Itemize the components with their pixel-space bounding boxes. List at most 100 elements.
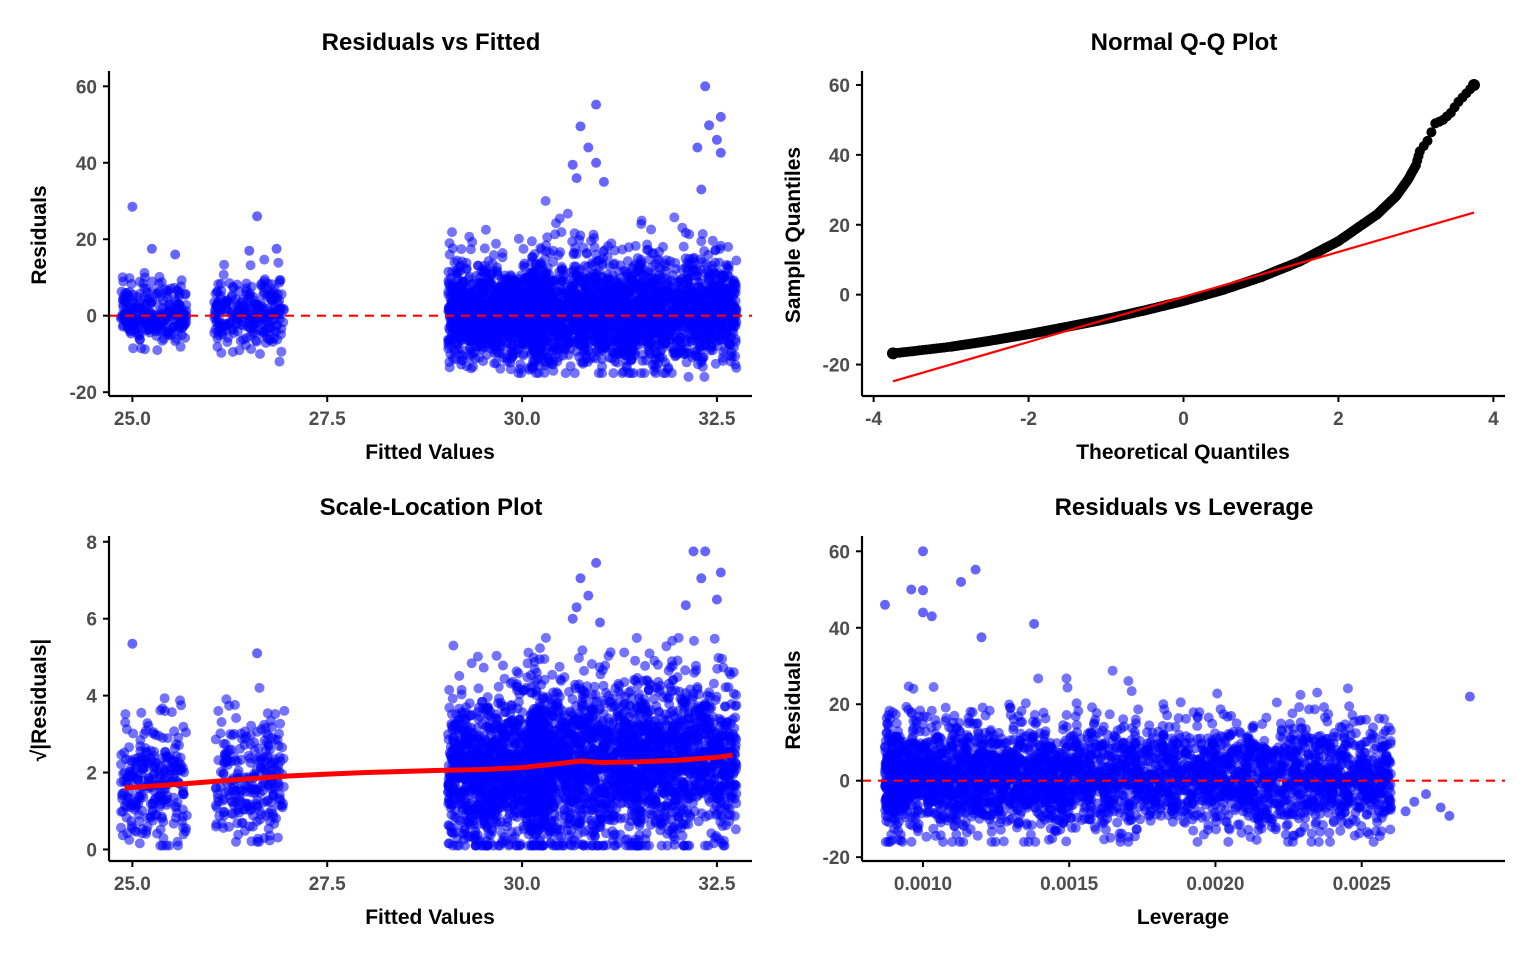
data-point <box>516 368 527 379</box>
data-point <box>173 732 184 743</box>
data-point <box>575 121 586 132</box>
data-point <box>162 288 173 299</box>
data-point <box>178 829 189 840</box>
data-point <box>216 717 227 727</box>
data-point <box>219 807 229 818</box>
data-point <box>168 818 179 829</box>
x-tick-label: -4 <box>865 409 882 430</box>
data-point <box>654 246 664 257</box>
data-point <box>246 785 257 795</box>
data-point <box>603 275 614 286</box>
data-point <box>696 184 707 195</box>
data-point <box>580 344 591 355</box>
data-point <box>505 270 516 281</box>
data-point <box>636 215 647 226</box>
data-point <box>622 256 633 267</box>
data-point <box>273 760 284 771</box>
data-point <box>513 233 524 244</box>
data-point <box>619 296 629 307</box>
data-point <box>699 371 710 382</box>
data-point <box>236 818 247 829</box>
data-point <box>226 796 237 807</box>
data-point <box>243 750 254 761</box>
data-point <box>591 157 602 168</box>
data-point <box>628 331 639 342</box>
data-point <box>491 357 502 368</box>
data-point <box>170 304 180 315</box>
data-point <box>567 159 578 170</box>
data-point <box>635 368 646 379</box>
data-point <box>706 315 717 326</box>
data-point <box>177 811 188 822</box>
x-tick-label: 2 <box>1333 409 1344 430</box>
data-point <box>689 350 700 361</box>
data-point <box>274 356 285 367</box>
data-point <box>134 838 145 849</box>
data-point <box>173 840 183 851</box>
scale-location-panel: Scale-Location Plot Fitted Values √|Resi… <box>28 494 752 929</box>
data-point <box>170 249 181 260</box>
data-point <box>134 334 145 345</box>
data-point <box>725 356 736 367</box>
panel-title: Residuals vs Fitted <box>322 29 541 56</box>
data-point <box>252 211 263 222</box>
data-point <box>447 227 457 238</box>
data-point <box>265 715 276 726</box>
y-tick-label: -20 <box>823 356 850 377</box>
data-point <box>623 242 634 253</box>
data-point <box>606 294 617 305</box>
data-point <box>518 260 529 271</box>
data-point <box>692 142 703 153</box>
data-point <box>664 333 675 344</box>
data-point <box>135 746 146 757</box>
data-point <box>176 275 187 286</box>
data-point <box>249 737 260 748</box>
data-point <box>618 366 629 377</box>
data-point <box>124 755 135 765</box>
data-point <box>136 707 147 718</box>
data-point <box>134 276 145 287</box>
data-point <box>216 347 227 358</box>
data-point <box>527 303 537 314</box>
data-point <box>683 371 694 382</box>
y-axis-label: √|Residuals| <box>28 639 51 761</box>
data-point <box>262 750 273 761</box>
data-point <box>126 278 137 289</box>
x-axis-label: Theoretical Quantiles <box>1076 441 1290 464</box>
data-point <box>218 823 229 833</box>
data-point <box>227 290 237 301</box>
y-axis-label: Sample Quantiles <box>782 147 805 323</box>
data-point <box>262 737 273 748</box>
y-tick-label: 20 <box>829 216 850 237</box>
data-point <box>444 280 455 290</box>
data-point <box>680 227 691 238</box>
data-point <box>129 825 140 836</box>
data-point <box>604 352 615 363</box>
data-point <box>139 267 150 278</box>
y-tick-label: 0 <box>86 307 97 328</box>
data-point <box>180 332 191 343</box>
data-point <box>149 746 160 757</box>
data-point <box>276 289 287 300</box>
data-point <box>482 273 493 284</box>
points-layer <box>887 79 1480 360</box>
data-point <box>445 319 456 330</box>
data-point <box>621 355 632 366</box>
normal-qq-panel: Normal Q-Q Plot Theoretical Quantiles Sa… <box>782 29 1505 464</box>
data-point <box>254 682 265 693</box>
data-point <box>154 271 165 282</box>
x-axis-label: Fitted Values <box>365 441 495 464</box>
data-point <box>456 306 467 317</box>
data-point <box>627 346 637 357</box>
data-point <box>119 800 130 811</box>
data-point <box>227 730 238 741</box>
data-point <box>123 318 134 329</box>
data-point <box>276 346 287 357</box>
data-point <box>222 337 233 347</box>
data-point <box>244 245 255 256</box>
data-point <box>218 269 229 280</box>
data-point <box>457 331 468 342</box>
data-point <box>503 326 514 337</box>
data-point <box>488 250 499 261</box>
y-tick-label: 20 <box>76 230 97 251</box>
